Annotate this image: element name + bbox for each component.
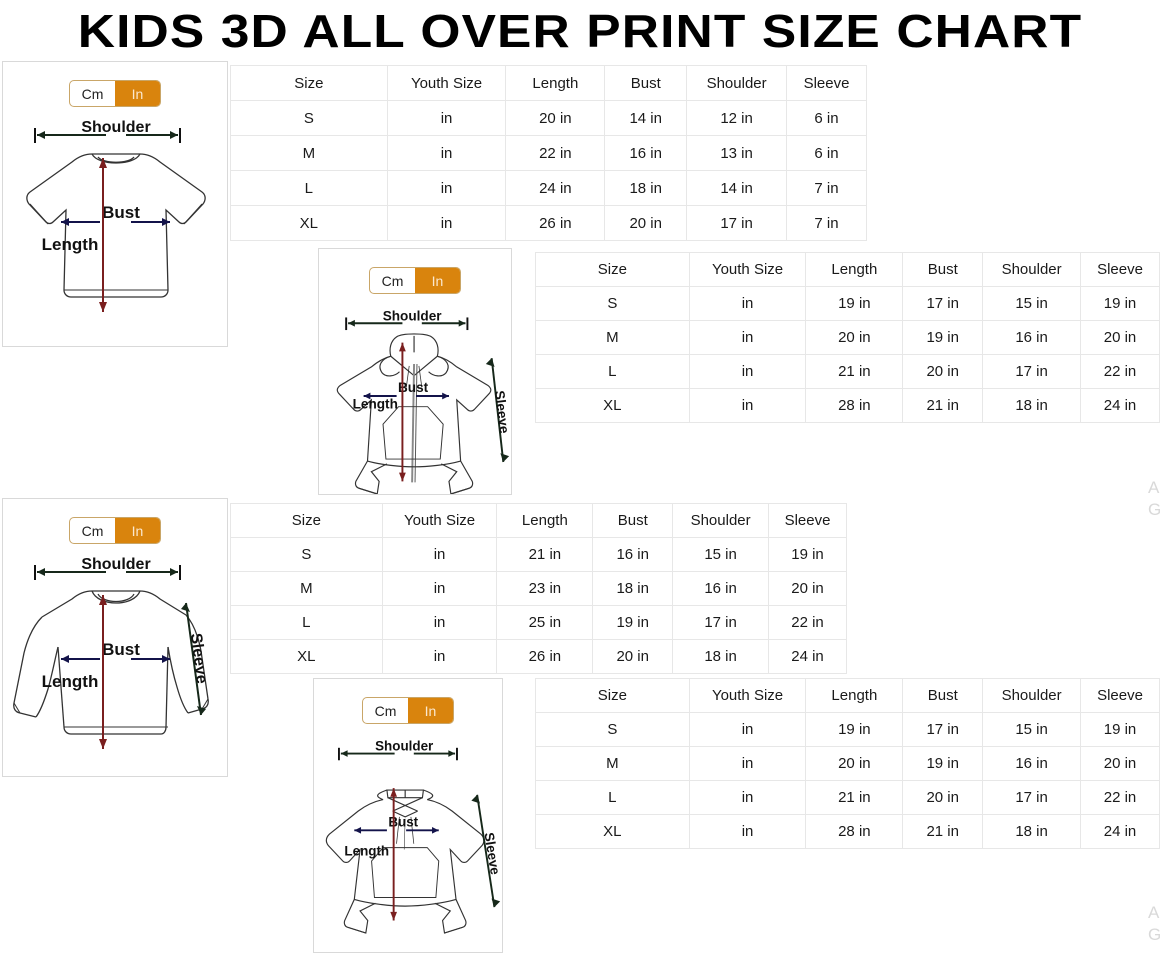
svg-text:Length: Length: [42, 235, 99, 254]
svg-text:Length: Length: [344, 843, 389, 858]
svg-text:Sleeve: Sleeve: [492, 390, 512, 435]
svg-text:Shoulder: Shoulder: [375, 739, 434, 754]
svg-text:Bust: Bust: [102, 640, 140, 659]
svg-text:Length: Length: [42, 672, 99, 691]
svg-text:Bust: Bust: [102, 203, 140, 222]
svg-text:Shoulder: Shoulder: [81, 556, 150, 573]
svg-text:Shoulder: Shoulder: [81, 119, 150, 136]
svg-text:Sleeve: Sleeve: [187, 632, 210, 685]
svg-text:Sleeve: Sleeve: [481, 831, 502, 875]
svg-text:Length: Length: [353, 397, 398, 412]
svg-text:Shoulder: Shoulder: [383, 308, 443, 323]
